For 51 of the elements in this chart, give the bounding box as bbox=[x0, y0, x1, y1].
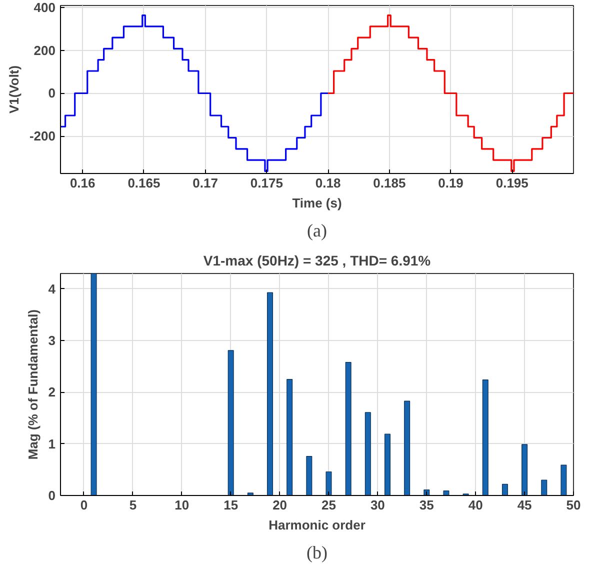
x-tick-label: 0.16 bbox=[70, 176, 96, 190]
x-tick-label: 35 bbox=[419, 498, 434, 512]
x-tick-label: 40 bbox=[468, 498, 483, 512]
y-tick-label: 2 bbox=[48, 384, 56, 400]
bar bbox=[443, 490, 450, 496]
x-tick-label: 30 bbox=[370, 498, 385, 512]
y-tick-label: 0 bbox=[48, 86, 56, 101]
y-tick-label: 3 bbox=[48, 333, 56, 348]
x-tick-label: 15 bbox=[224, 498, 238, 512]
y-tick-label: 4 bbox=[48, 281, 56, 296]
bar bbox=[560, 464, 567, 496]
x-tick-label: 0.175 bbox=[250, 176, 283, 190]
bar bbox=[90, 274, 97, 496]
y-tick-label: 400 bbox=[34, 0, 56, 16]
x-tick-label: 5 bbox=[129, 498, 137, 512]
x-axis-title: Time (s) bbox=[292, 196, 342, 210]
x-tick-label: 20 bbox=[272, 498, 288, 512]
y-tick-label: 200 bbox=[34, 42, 56, 58]
bar bbox=[482, 380, 488, 496]
x-axis-title: Harmonic order bbox=[268, 518, 366, 532]
x-tick-label: 0.17 bbox=[192, 176, 218, 190]
x-tick-label: 10 bbox=[174, 498, 190, 512]
x-tick-label: 0.185 bbox=[373, 176, 406, 190]
x-tick-label: 45 bbox=[517, 498, 532, 512]
bar bbox=[326, 471, 332, 496]
x-tick-label: 50 bbox=[566, 498, 581, 512]
bar bbox=[384, 434, 390, 496]
bar bbox=[404, 400, 410, 496]
x-tick-label: 0.195 bbox=[496, 176, 528, 190]
bar bbox=[345, 362, 352, 496]
bar bbox=[286, 379, 293, 496]
bar bbox=[306, 456, 312, 496]
y-axis-title: V1(Volt) bbox=[6, 65, 22, 114]
y-tick-label: 0 bbox=[48, 488, 56, 503]
bar bbox=[522, 444, 528, 496]
chart-title: V1-max (50Hz) = 325 , THD= 6.91% bbox=[203, 252, 432, 268]
x-tick-label: 0.19 bbox=[438, 176, 464, 190]
y-axis-title: Mag (% of Fundamental) bbox=[25, 309, 40, 460]
bar bbox=[228, 350, 234, 496]
y-tick-label: 1 bbox=[48, 436, 56, 452]
bar bbox=[502, 484, 508, 496]
x-tick-label: 0 bbox=[80, 498, 88, 512]
x-tick-label: 0.18 bbox=[315, 176, 341, 190]
x-tick-label: 25 bbox=[322, 498, 336, 512]
bar bbox=[364, 412, 371, 496]
text: (a) bbox=[307, 220, 327, 240]
bar bbox=[267, 292, 273, 496]
bar bbox=[541, 480, 548, 496]
x-tick-label: 0.165 bbox=[128, 176, 160, 190]
text: (b) bbox=[306, 542, 328, 562]
y-tick-label: -200 bbox=[29, 128, 56, 144]
